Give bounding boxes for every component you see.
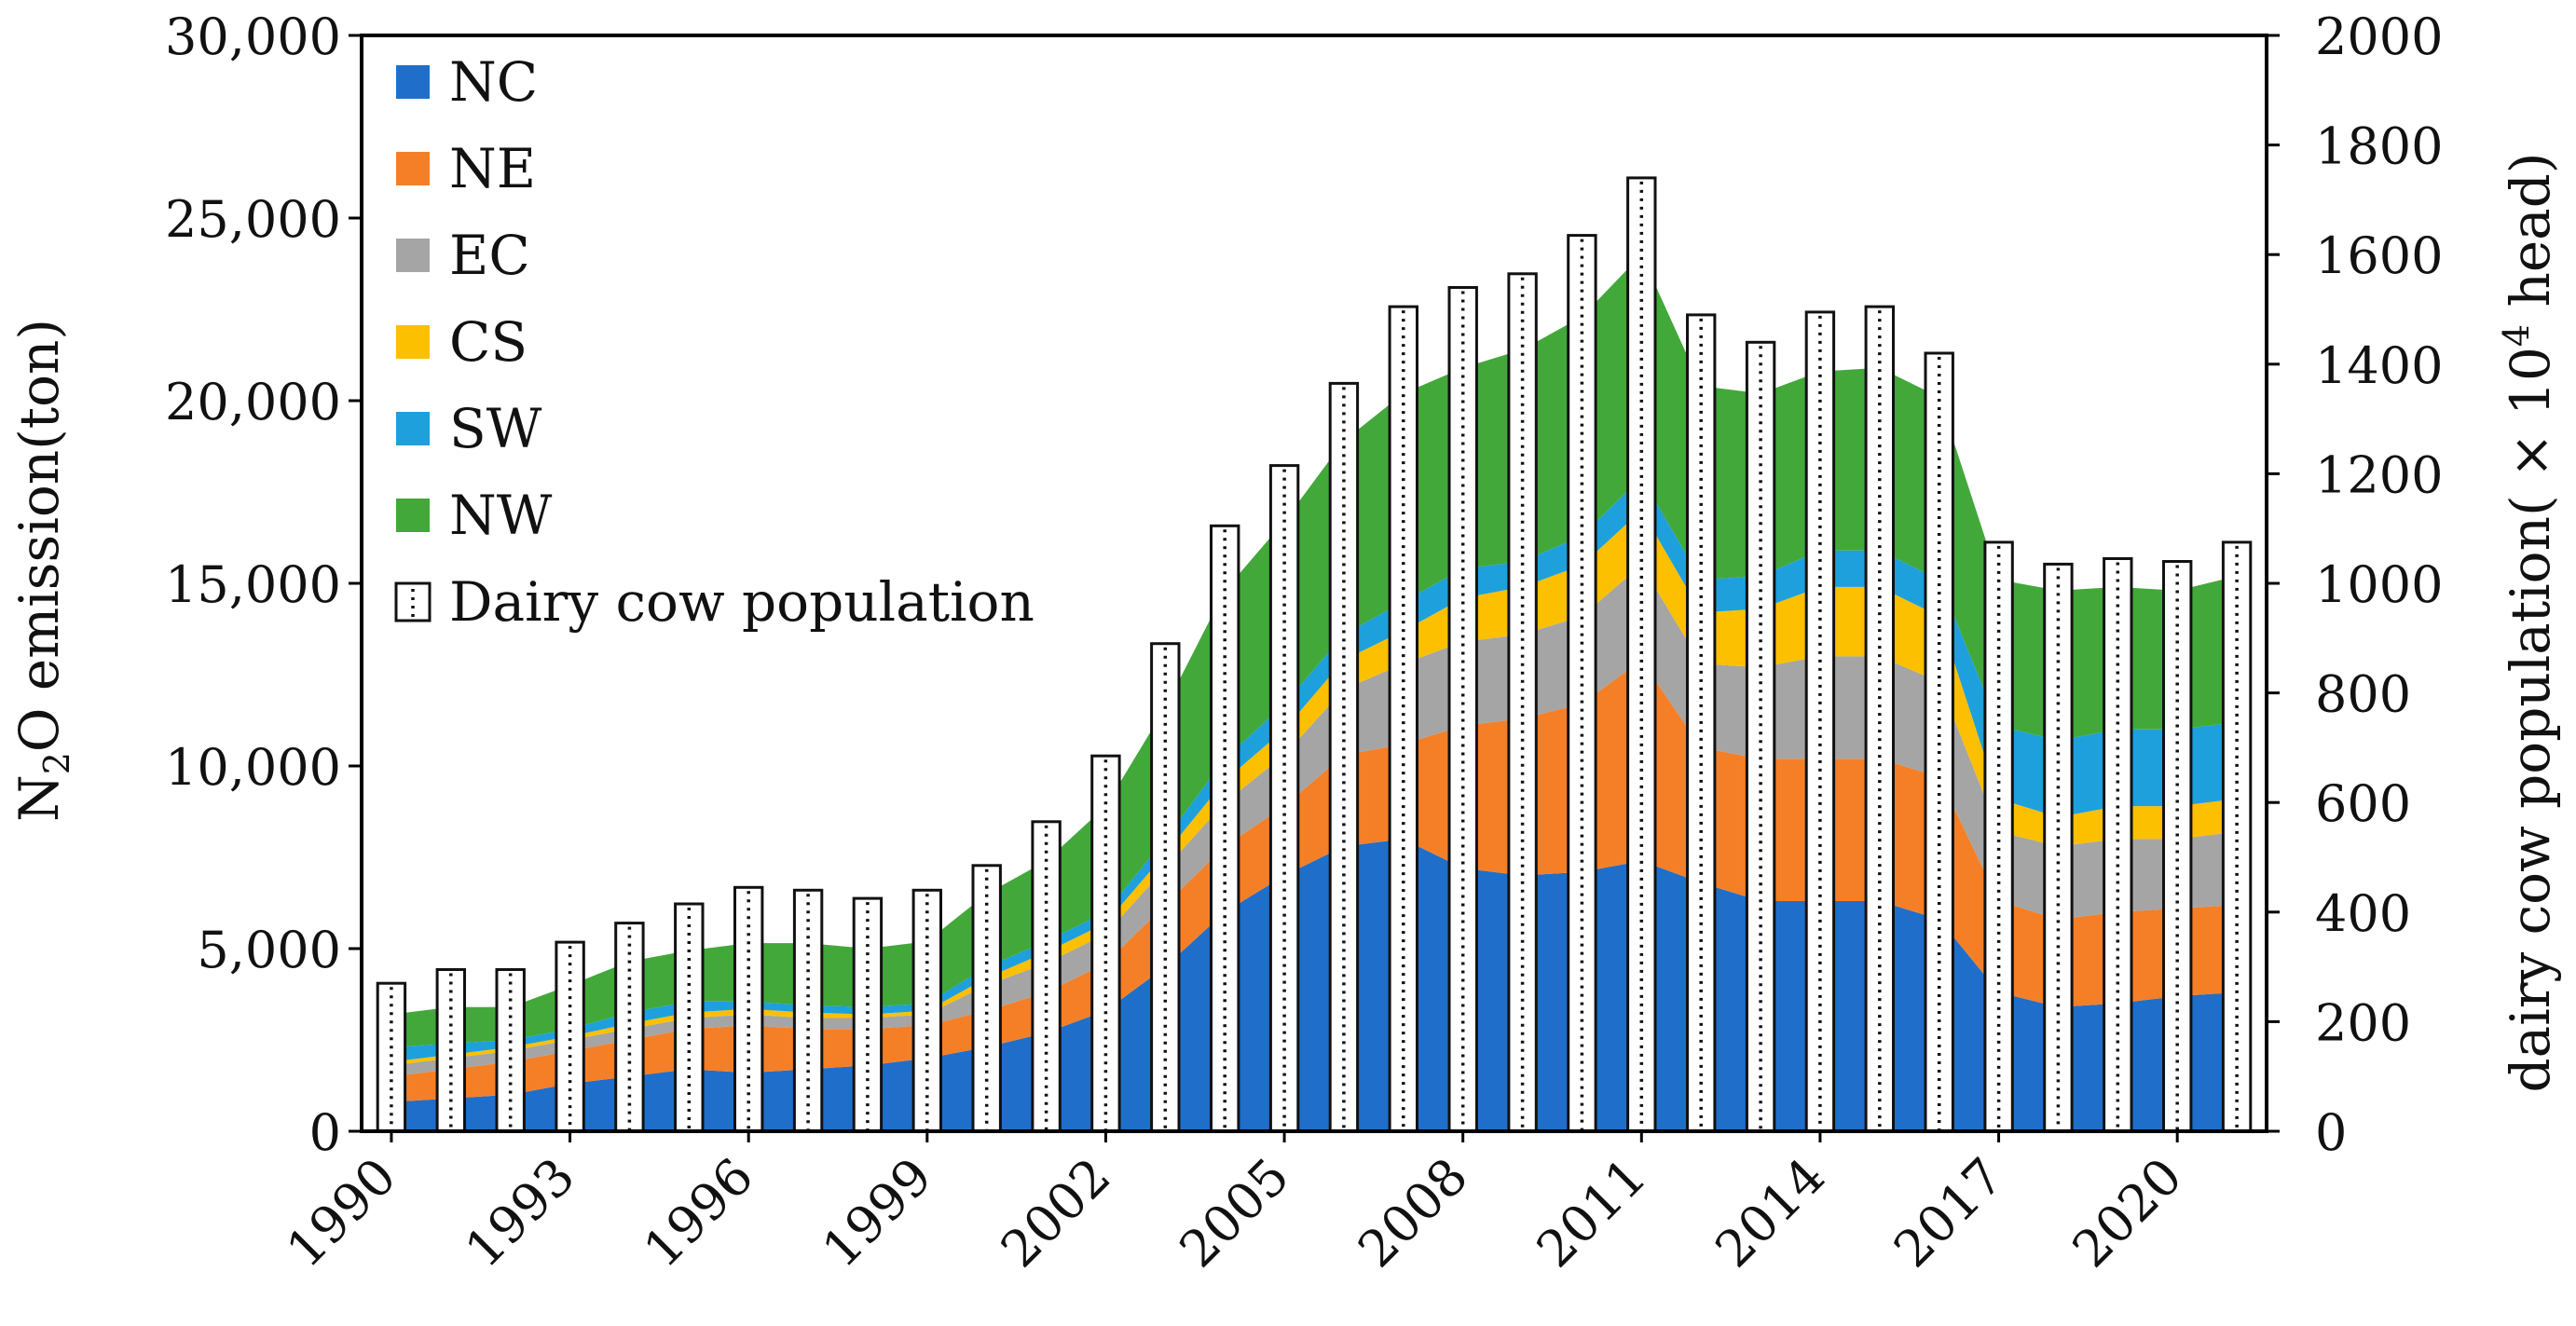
x-tick-label-2014: 2014 [1704, 1147, 1836, 1279]
left-tick-label-0: 0 [309, 1103, 341, 1162]
population-bar-2016 [1924, 351, 1954, 1133]
left-tick-label-20000: 20,000 [165, 373, 341, 431]
legend-label-ec: EC [449, 224, 530, 287]
left-tick-label-5000: 5,000 [197, 921, 341, 979]
x-tick-label-1999: 1999 [811, 1147, 943, 1279]
left-axis-label-subscript: 2 [36, 752, 77, 774]
right-tick-label-1400: 1400 [2315, 336, 2443, 395]
x-tick-label-2008: 2008 [1347, 1147, 1479, 1279]
population-bar-1999 [911, 888, 942, 1133]
x-tick-label-1996: 1996 [633, 1147, 765, 1279]
population-bar-2000 [971, 864, 1002, 1133]
population-bar-2009 [1507, 272, 1538, 1133]
right-tick-label-0: 0 [2315, 1103, 2347, 1162]
x-tick-label-1990: 1990 [275, 1147, 407, 1279]
x-tick-label-1993: 1993 [454, 1147, 586, 1279]
right-tick-label-1000: 1000 [2315, 555, 2443, 614]
population-bar-2008 [1447, 286, 1478, 1133]
right-tick-label-800: 800 [2315, 665, 2411, 724]
right-tick-label-400: 400 [2315, 884, 2411, 943]
right-tick-label-2000: 2000 [2315, 7, 2443, 66]
legend-label-cs: CS [449, 310, 528, 374]
x-tick-label-2005: 2005 [1169, 1147, 1301, 1279]
right-tick-label-200: 200 [2315, 993, 2411, 1052]
left-tick-label-30000: 30,000 [165, 7, 341, 66]
legend-label-nw: NW [449, 484, 553, 547]
right-axis-label: dairy cow population( × 104 head) [2496, 152, 2562, 1092]
population-bar-2007 [1388, 305, 1418, 1133]
population-bar-2015 [1864, 305, 1895, 1133]
population-bar-2004 [1210, 524, 1240, 1133]
legend-swatch-sw [396, 412, 430, 445]
left-tick-label-15000: 15,000 [165, 555, 341, 614]
population-bar-1997 [792, 888, 824, 1133]
right-axis-label-superscript: 4 [2496, 324, 2537, 347]
x-tick-label-2017: 2017 [1883, 1147, 2015, 1279]
legend-swatch-ne [396, 152, 430, 185]
right-tick-label-1200: 1200 [2315, 445, 2443, 504]
left-axis-label-rest: O emission(ton) [7, 319, 71, 752]
legend-swatch-nc [396, 65, 430, 99]
legend-swatch-nw [396, 499, 430, 532]
legend-label-dairy-cow-population: Dairy cow population [449, 570, 1035, 634]
legend-swatch-ec [396, 239, 430, 272]
left-axis-label-n: N [7, 774, 71, 822]
population-bar-2019 [2103, 557, 2133, 1133]
right-axis-label-main: dairy cow population( × 10 [2499, 347, 2562, 1092]
legend-label-ne: NE [449, 137, 536, 200]
legend-label-nc: NC [449, 50, 538, 114]
right-tick-label-1600: 1600 [2315, 226, 2443, 285]
right-tick-label-1800: 1800 [2315, 117, 2443, 176]
left-axis-label: N2O emission(ton) [7, 319, 77, 822]
left-tick-label-25000: 25,000 [165, 190, 341, 249]
x-tick-label-2002: 2002 [990, 1147, 1122, 1279]
left-tick-label-10000: 10,000 [165, 738, 341, 797]
x-tick-label-2020: 2020 [2062, 1147, 2194, 1279]
right-axis-label-rest: head) [2499, 152, 2562, 323]
legend-swatch-cs [396, 325, 430, 359]
legend-label-sw: SW [449, 397, 542, 460]
legend: NC NE EC CS SW NW Dairy cow population [394, 50, 1035, 634]
x-tick-label-2011: 2011 [1526, 1147, 1658, 1279]
population-bar-1993 [555, 940, 585, 1133]
right-tick-label-600: 600 [2315, 774, 2411, 833]
population-bar-2013 [1745, 340, 1776, 1133]
population-bar-2014 [1804, 310, 1836, 1133]
population-bar-2010 [1567, 234, 1597, 1133]
stacked-area-layer [391, 254, 2238, 1131]
